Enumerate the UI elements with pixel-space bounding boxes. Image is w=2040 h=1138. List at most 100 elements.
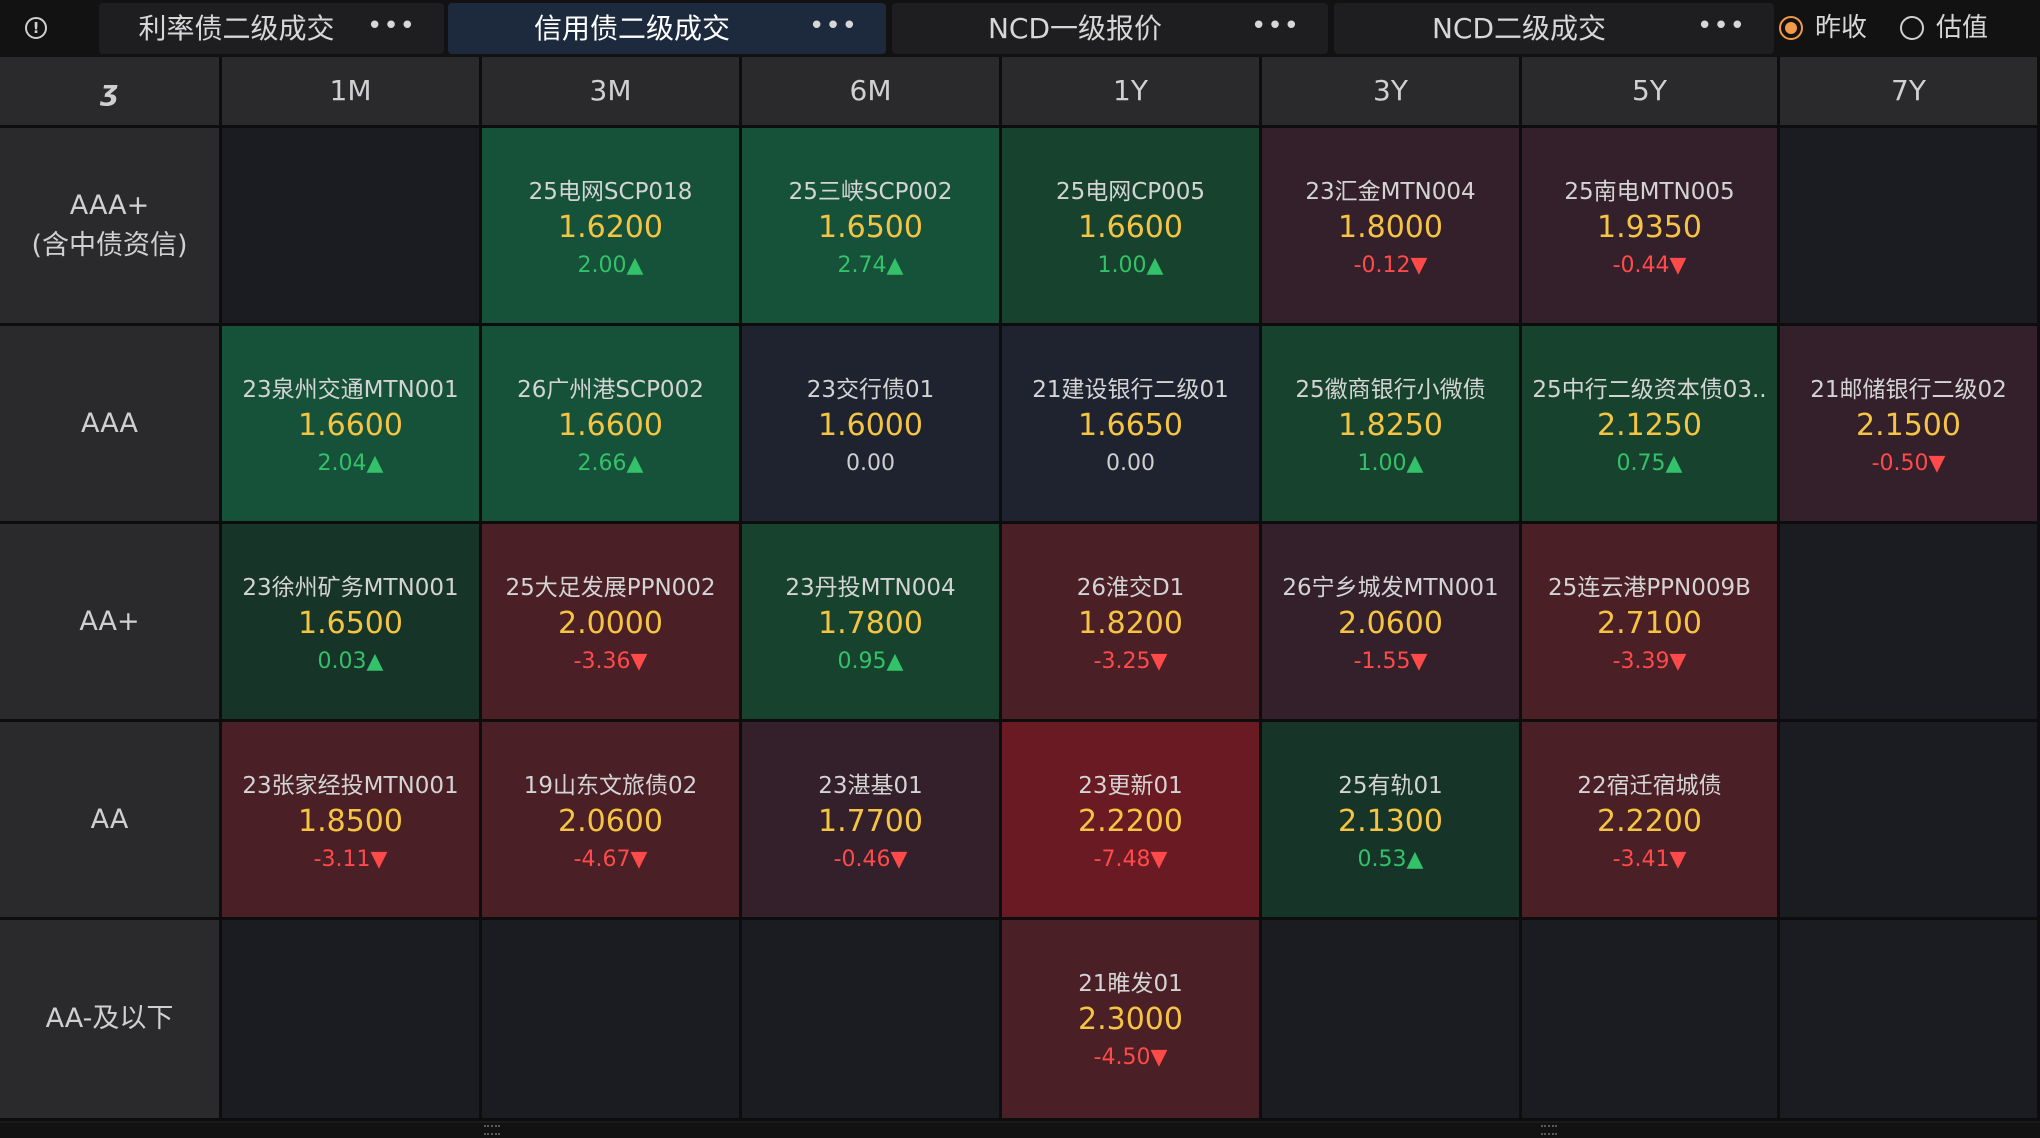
bond-cell[interactable]: 21睢发01 2.3000 -4.50▼ [1002, 920, 1262, 1121]
bond-cell[interactable]: 25三峡SCP002 1.6500 2.74▲ [742, 128, 1002, 326]
row-header-label: AA+ [79, 605, 140, 637]
bond-cell[interactable]: 21邮储银行二级02 2.1500 -0.50▼ [1780, 326, 2040, 524]
bond-name: 25连云港PPN009B [1548, 575, 1751, 601]
bond-change: 0.53▲ [1357, 847, 1424, 872]
column-header-1m[interactable]: 1M [222, 57, 482, 128]
tab-credit-bond-secondary[interactable]: 信用债二级成交 ••• [448, 3, 886, 54]
bond-cell[interactable]: 26广州港SCP002 1.6600 2.66▲ [482, 326, 742, 524]
bond-change: 0.95▲ [837, 649, 904, 674]
bond-yield: 1.6650 [1078, 408, 1183, 443]
bond-change: 2.04▲ [317, 451, 384, 476]
empty-cell [742, 920, 1002, 1121]
empty-cell [222, 920, 482, 1121]
info-icon[interactable]: ! [25, 17, 47, 39]
bond-cell[interactable]: 23汇金MTN004 1.8000 -0.12▼ [1262, 128, 1522, 326]
bond-cell[interactable]: 23更新01 2.2200 -7.48▼ [1002, 722, 1262, 920]
bond-change: -7.48▼ [1093, 847, 1168, 872]
bond-yield: 1.6000 [818, 408, 923, 443]
resize-grip-icon[interactable] [484, 1125, 500, 1135]
bond-yield: 1.6200 [558, 210, 663, 245]
column-header-label: 3M [589, 74, 632, 107]
bond-change: 1.00▲ [1357, 451, 1424, 476]
bond-cell[interactable]: 19山东文旅债02 2.0600 -4.67▼ [482, 722, 742, 920]
bond-name: 23泉州交通MTN001 [242, 377, 459, 403]
bond-cell[interactable]: 25连云港PPN009B 2.7100 -3.39▼ [1522, 524, 1780, 722]
bond-name: 23张家经投MTN001 [242, 773, 459, 799]
row-header-label: AAA+ (含中债资信) [31, 189, 188, 261]
column-header-3m[interactable]: 3M [482, 57, 742, 128]
corner-cell: ʒ [0, 57, 222, 128]
bond-yield: 2.1300 [1338, 804, 1443, 839]
bond-name: 25中行二级资本债03.. [1532, 377, 1767, 403]
bond-change: -1.55▼ [1353, 649, 1428, 674]
bond-cell[interactable]: 23交行债01 1.6000 0.00 [742, 326, 1002, 524]
bond-cell[interactable]: 25电网SCP018 1.6200 2.00▲ [482, 128, 742, 326]
radio-prev-close[interactable]: 昨收 [1779, 14, 1879, 42]
bond-name: 21睢发01 [1078, 971, 1183, 997]
row-header: AAA [0, 326, 222, 524]
bond-cell[interactable]: 25大足发展PPN002 2.0000 -3.36▼ [482, 524, 742, 722]
column-header-label: 6M [849, 74, 892, 107]
bond-name: 25电网SCP018 [528, 179, 693, 205]
bond-cell[interactable]: 25有轨01 2.1300 0.53▲ [1262, 722, 1522, 920]
bond-name: 26淮交D1 [1076, 575, 1185, 601]
bond-cell[interactable]: 23泉州交通MTN001 1.6600 2.04▲ [222, 326, 482, 524]
bond-cell[interactable]: 23张家经投MTN001 1.8500 -3.11▼ [222, 722, 482, 920]
bond-yield: 1.6600 [558, 408, 663, 443]
bond-name: 23更新01 [1078, 773, 1183, 799]
radio-label: 昨收 [1815, 13, 1868, 43]
empty-cell [1780, 722, 2040, 920]
bond-cell[interactable]: 23湛基01 1.7700 -0.46▼ [742, 722, 1002, 920]
empty-cell [1780, 128, 2040, 326]
more-icon[interactable]: ••• [808, 11, 858, 41]
bond-yield: 1.8250 [1338, 408, 1443, 443]
bond-name: 21邮储银行二级02 [1810, 377, 2007, 403]
bond-name: 25电网CP005 [1055, 179, 1206, 205]
bond-cell[interactable]: 23徐州矿务MTN001 1.6500 0.03▲ [222, 524, 482, 722]
bond-change: 0.00 [1106, 451, 1155, 476]
bond-cell[interactable]: 23丹投MTN004 1.7800 0.95▲ [742, 524, 1002, 722]
radio-label: 估值 [1936, 13, 1989, 43]
tab-ncd-secondary-trade[interactable]: NCD二级成交 ••• [1334, 3, 1774, 54]
row-header-label: AA-及以下 [45, 1003, 174, 1034]
bond-cell[interactable]: 25中行二级资本债03.. 2.1250 0.75▲ [1522, 326, 1780, 524]
bond-cell[interactable]: 26淮交D1 1.8200 -3.25▼ [1002, 524, 1262, 722]
bond-change: 0.00 [846, 451, 895, 476]
bond-cell[interactable]: 25南电MTN005 1.9350 -0.44▼ [1522, 128, 1780, 326]
bond-cell[interactable]: 25徽商银行小微债 1.8250 1.00▲ [1262, 326, 1522, 524]
bond-change: 2.74▲ [837, 253, 904, 278]
radio-valuation[interactable]: 估值 [1900, 14, 2000, 42]
bond-yield: 2.2200 [1078, 804, 1183, 839]
bond-change: 0.75▲ [1616, 451, 1683, 476]
bond-cell[interactable]: 22宿迁宿城债 2.2200 -3.41▼ [1522, 722, 1780, 920]
bond-name: 23汇金MTN004 [1305, 179, 1476, 205]
tab-ncd-primary-quote[interactable]: NCD一级报价 ••• [892, 3, 1328, 54]
logo-icon: ʒ [100, 74, 119, 107]
bond-cell[interactable]: 26宁乡城发MTN001 2.0600 -1.55▼ [1262, 524, 1522, 722]
column-header-6m[interactable]: 6M [742, 57, 1002, 128]
column-header-5y[interactable]: 5Y [1522, 57, 1780, 128]
bond-yield: 1.7700 [818, 804, 923, 839]
bond-cell[interactable]: 21建设银行二级01 1.6650 0.00 [1002, 326, 1262, 524]
bond-yield: 2.2200 [1597, 804, 1702, 839]
bond-name: 22宿迁宿城债 [1577, 773, 1722, 799]
column-header-3y[interactable]: 3Y [1262, 57, 1522, 128]
resize-grip-icon[interactable] [1541, 1125, 1557, 1135]
tab-label: 信用债二级成交 [533, 12, 730, 45]
bond-name: 25三峡SCP002 [788, 179, 953, 205]
bond-yield: 2.0000 [558, 606, 663, 641]
bond-cell[interactable]: 25电网CP005 1.6600 1.00▲ [1002, 128, 1262, 326]
column-header-1y[interactable]: 1Y [1002, 57, 1262, 128]
more-icon[interactable]: ••• [366, 11, 416, 41]
radio-unchecked-icon [1900, 16, 1924, 40]
bond-change: 1.00▲ [1097, 253, 1164, 278]
more-icon[interactable]: ••• [1250, 11, 1300, 41]
tab-rate-bond-secondary[interactable]: 利率债二级成交 ••• [99, 3, 444, 54]
empty-cell [1262, 920, 1522, 1121]
empty-cell [1522, 920, 1780, 1121]
more-icon[interactable]: ••• [1696, 11, 1746, 41]
bond-change: 2.00▲ [577, 253, 644, 278]
column-header-label: 1Y [1113, 74, 1148, 107]
row-header: AAA+ (含中债资信) [0, 128, 222, 326]
column-header-7y[interactable]: 7Y [1780, 57, 2040, 128]
